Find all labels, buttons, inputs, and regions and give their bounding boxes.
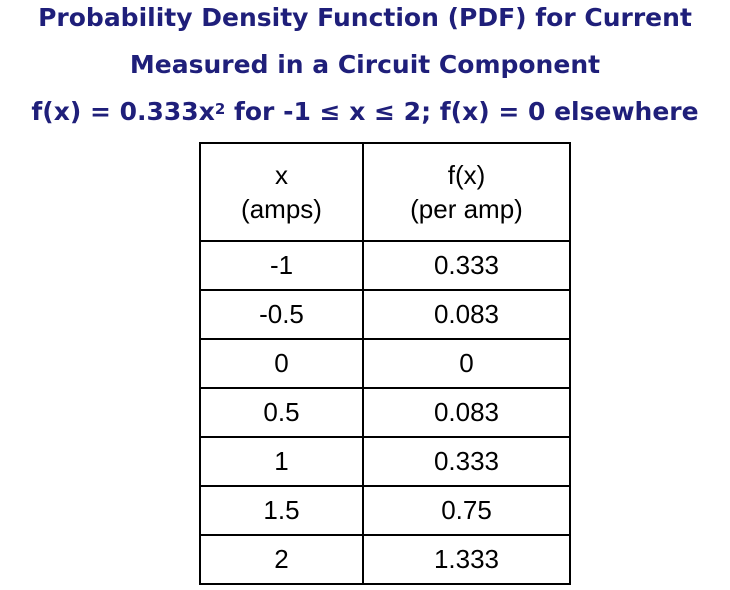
x-value-cell: 0.5 [199, 387, 364, 438]
table-row: -1 0.333 [199, 240, 571, 291]
x-value-cell: 1 [199, 436, 364, 487]
formula-text: f(x) = 0.333x [31, 97, 215, 126]
formula-exponent: 2 [214, 100, 226, 118]
table-row: 2 1.333 [199, 534, 571, 585]
table-row: 0.5 0.083 [199, 387, 571, 438]
table-header-row: x (amps) f(x) (per amp) [199, 142, 571, 242]
column-header-name: f(x) [447, 160, 486, 190]
column-header-fx: f(x) (per amp) [362, 142, 571, 242]
column-header-name: x [275, 160, 288, 190]
page-subtitle: Measured in a Circuit Component [129, 50, 601, 79]
x-value-cell: 2 [199, 534, 364, 585]
table-row: -0.5 0.083 [199, 289, 571, 340]
table-row: 1 0.333 [199, 436, 571, 487]
pdf-table: x (amps) f(x) (per amp) -1 0.333 -0.5 0.083… [199, 142, 571, 585]
column-header-unit: (amps) [241, 194, 322, 224]
fx-value-cell: 0 [362, 338, 571, 389]
fx-value-cell: 0.75 [362, 485, 571, 536]
fx-value-cell: 0.083 [362, 387, 571, 438]
page-title: Probability Density Function (PDF) for C… [38, 3, 692, 32]
fx-value-cell: 1.333 [362, 534, 571, 585]
column-header-unit: (per amp) [410, 194, 523, 224]
formula-domain: for -1 ≤ x ≤ 2; f(x) = 0 elsewhere [225, 97, 699, 126]
formula-line: f(x) = 0.333x2 for -1 ≤ x ≤ 2; f(x) = 0 … [0, 97, 730, 127]
x-value-cell: 0 [199, 338, 364, 389]
fx-value-cell: 0.083 [362, 289, 571, 340]
table-row: 1.5 0.75 [199, 485, 571, 536]
x-value-cell: -0.5 [199, 289, 364, 340]
fx-value-cell: 0.333 [362, 240, 571, 291]
fx-value-cell: 0.333 [362, 436, 571, 487]
x-value-cell: 1.5 [199, 485, 364, 536]
x-value-cell: -1 [199, 240, 364, 291]
column-header-x: x (amps) [199, 142, 364, 242]
